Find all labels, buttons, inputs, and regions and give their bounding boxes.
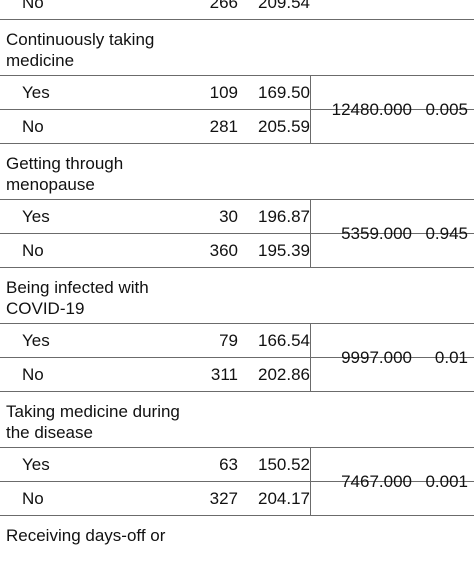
- count-cell: 266: [209, 0, 238, 12]
- mean-rank-cell: 196.87: [258, 207, 310, 226]
- p-value: 0.001: [425, 472, 468, 491]
- count-cell: 63: [219, 455, 238, 474]
- category-label: Being infected with COVID-19: [6, 278, 149, 318]
- u-value: 5359.000: [341, 224, 412, 243]
- category-label: Continuously taking medicine: [6, 30, 155, 70]
- row-label: No: [22, 0, 44, 12]
- category-label: Getting through menopause: [6, 154, 124, 194]
- mean-rank-cell: 169.50: [258, 83, 310, 102]
- column-divider: [310, 324, 311, 392]
- column-divider: [310, 76, 311, 144]
- test-result-cell: 7467.000 0.001: [310, 448, 474, 516]
- category-row: Getting through menopause: [0, 144, 474, 200]
- count-cell: 30: [219, 207, 238, 226]
- category-label: Taking medicine during the disease: [6, 402, 180, 442]
- test-result-cell: 5359.000 0.945: [310, 200, 474, 268]
- count-cell: 109: [209, 83, 238, 102]
- p-value: 0.945: [425, 224, 468, 243]
- row-label: No: [22, 365, 44, 384]
- category-row: Taking medicine during the disease: [0, 392, 474, 448]
- p-value: 0.01: [434, 348, 468, 367]
- table-row: No 311 202.86: [0, 358, 474, 392]
- column-divider: [310, 200, 311, 268]
- table-row: No 266 209.54: [0, 0, 474, 20]
- p-value: 0.005: [425, 100, 468, 119]
- table-row: Yes 109 169.50: [0, 76, 474, 110]
- column-divider: [310, 448, 311, 516]
- count-cell: 311: [210, 365, 238, 384]
- table-row: Yes 79 166.54: [0, 324, 474, 358]
- u-value: 12480.000: [331, 100, 412, 119]
- row-label: Yes: [22, 455, 50, 474]
- u-value: 7467.000: [341, 472, 412, 491]
- mean-rank-cell: 202.86: [258, 365, 310, 384]
- mean-rank-cell: 166.54: [258, 331, 310, 350]
- row-label: Yes: [22, 83, 50, 102]
- category-label: Receiving days-off or: [6, 526, 166, 545]
- u-value: 9997.000: [341, 348, 412, 367]
- category-row: Receiving days-off or: [0, 516, 474, 576]
- mean-rank-cell: 209.54: [258, 0, 310, 12]
- row-label: No: [22, 489, 44, 508]
- count-cell: 327: [209, 489, 238, 508]
- mean-rank-cell: 195.39: [258, 241, 310, 260]
- count-cell: 79: [219, 331, 238, 350]
- category-row: Continuously taking medicine: [0, 20, 474, 76]
- row-label: No: [22, 241, 44, 260]
- category-row: Being infected with COVID-19: [0, 268, 474, 324]
- row-label: Yes: [22, 331, 50, 350]
- mean-rank-cell: 205.59: [258, 117, 310, 136]
- count-cell: 360: [209, 241, 238, 260]
- table-row: Yes 30 196.87: [0, 200, 474, 234]
- row-label: Yes: [22, 207, 50, 226]
- table-row: No 360 195.39: [0, 234, 474, 268]
- mean-rank-cell: 150.52: [258, 455, 310, 474]
- mean-rank-cell: 204.17: [258, 489, 310, 508]
- test-result-cell: 12480.000 0.005: [310, 76, 474, 144]
- test-result-cell: 9997.000 0.01: [310, 324, 474, 392]
- row-label: No: [22, 117, 44, 136]
- count-cell: 281: [209, 117, 238, 136]
- table-row: No 281 205.59: [0, 110, 474, 144]
